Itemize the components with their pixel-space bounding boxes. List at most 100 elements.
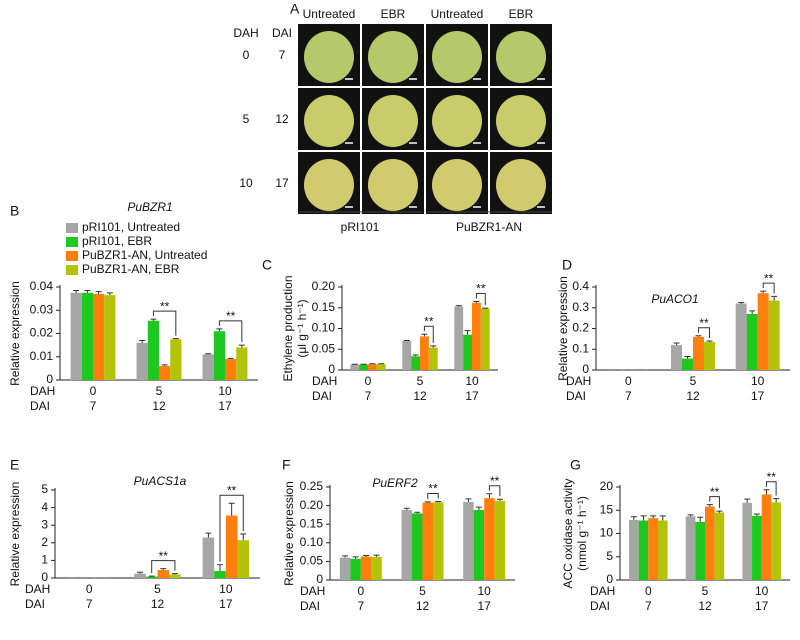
y-tick-label: 15 (600, 502, 614, 516)
bar (752, 515, 762, 580)
chart-title: PuBZR1 (127, 200, 172, 214)
bar (703, 341, 715, 370)
legend-swatch (66, 237, 78, 247)
x-tick-label: 0 (86, 582, 93, 596)
x-row-name: DAI (300, 599, 320, 613)
pear (368, 159, 418, 211)
y-tick-label: 0.04 (30, 279, 54, 293)
significance-label: ** (160, 299, 170, 313)
bar (682, 358, 693, 370)
x-tick-label: 7 (90, 399, 97, 413)
y-tick-label: 0.2 (572, 321, 589, 335)
panel-letter: C (262, 257, 272, 273)
y-tick-label: 0.10 (312, 321, 336, 335)
bar (159, 366, 171, 380)
panel-letter: E (10, 457, 19, 473)
x-row-name: DAH (30, 384, 55, 398)
column-header: Untreated (303, 7, 356, 21)
bar (401, 510, 413, 580)
bar (761, 494, 772, 580)
error-bar (716, 510, 723, 513)
significance-label: ** (159, 549, 169, 563)
legend-label: pRI101, EBR (82, 234, 152, 248)
y-tick-label: 0 (41, 570, 48, 584)
panel-letter: A (290, 1, 300, 17)
pear (368, 95, 418, 147)
x-tick-label: 10 (218, 384, 232, 398)
chart: F PuERF2 Relative expression 0 0.05 0.10 0.15 0… (282, 457, 515, 613)
panel-letter: B (10, 203, 19, 219)
error-bar (403, 507, 410, 511)
y-tick-label: 0.15 (300, 516, 324, 530)
y-tick-label: 0.1 (572, 341, 589, 355)
y-tick-label: 10 (600, 526, 614, 540)
significance-bracket (765, 481, 777, 496)
pear (496, 31, 546, 83)
x-row-name: DAI (30, 399, 50, 413)
bar (420, 336, 429, 370)
y-tick-label: 0 (582, 362, 589, 376)
bar (757, 293, 769, 370)
error-bar (630, 516, 637, 521)
y-tick-label: 0 (46, 372, 53, 386)
pear (304, 159, 354, 211)
x-tick-label: 10 (477, 584, 491, 598)
column-header: EBR (381, 7, 406, 21)
bar (693, 336, 704, 370)
error-bar (342, 555, 349, 558)
x-tick-label: 17 (477, 599, 491, 613)
significance-label: ** (428, 482, 438, 496)
x-tick-label: 0 (90, 384, 97, 398)
x-tick-label: 12 (152, 399, 166, 413)
x-tick-label: 5 (156, 384, 163, 398)
significance-bracket (151, 560, 176, 574)
significance-label: ** (699, 316, 709, 330)
error-bar (363, 554, 370, 557)
x-tick-label: 12 (686, 389, 700, 403)
x-row-name: DAH (566, 374, 591, 388)
error-bar (435, 501, 442, 503)
error-bar (744, 498, 751, 503)
x-tick-label: 5 (417, 374, 424, 388)
chart: D PuACO1 Relative expression 0 0.1 0.2 0.3 0.4 D… (556, 257, 790, 403)
bar (484, 498, 495, 580)
row-header: DAH (233, 26, 258, 40)
panel-letter: D (562, 257, 572, 273)
bar (70, 292, 82, 380)
significance-label: ** (476, 282, 486, 296)
bar (428, 347, 438, 370)
error-bar (73, 289, 80, 293)
x-tick-label: 10 (755, 584, 769, 598)
row-header: DAI (272, 26, 292, 40)
bar (657, 520, 668, 580)
y-tick-label: 0.10 (300, 535, 324, 549)
bar (463, 334, 472, 370)
bar (81, 292, 93, 380)
x-tick-label: 5 (154, 582, 161, 596)
row-label: 10 (239, 176, 253, 190)
pear (304, 95, 354, 147)
x-tick-label: 17 (219, 597, 233, 611)
error-bar (150, 318, 157, 321)
significance-label: ** (710, 485, 720, 499)
error-bar (148, 575, 155, 577)
bar (93, 293, 105, 380)
error-bar (473, 301, 480, 303)
bar (746, 313, 758, 370)
error-bar (414, 511, 421, 514)
error-bar (697, 516, 704, 522)
row-label: 0 (243, 48, 250, 62)
error-bar (161, 364, 168, 367)
y-tick-label: 0.03 (30, 302, 54, 316)
significance-bracket (152, 310, 177, 336)
legend-label: PuBZR1-AN, EBR (82, 262, 180, 276)
x-tick-label: 17 (218, 399, 232, 413)
bar (685, 516, 696, 580)
bar (371, 556, 382, 580)
bar (360, 556, 372, 580)
error-bar (227, 357, 234, 360)
error-bar (352, 556, 359, 559)
significance-bracket (219, 494, 244, 562)
y-tick-label: 0.01 (30, 349, 54, 363)
